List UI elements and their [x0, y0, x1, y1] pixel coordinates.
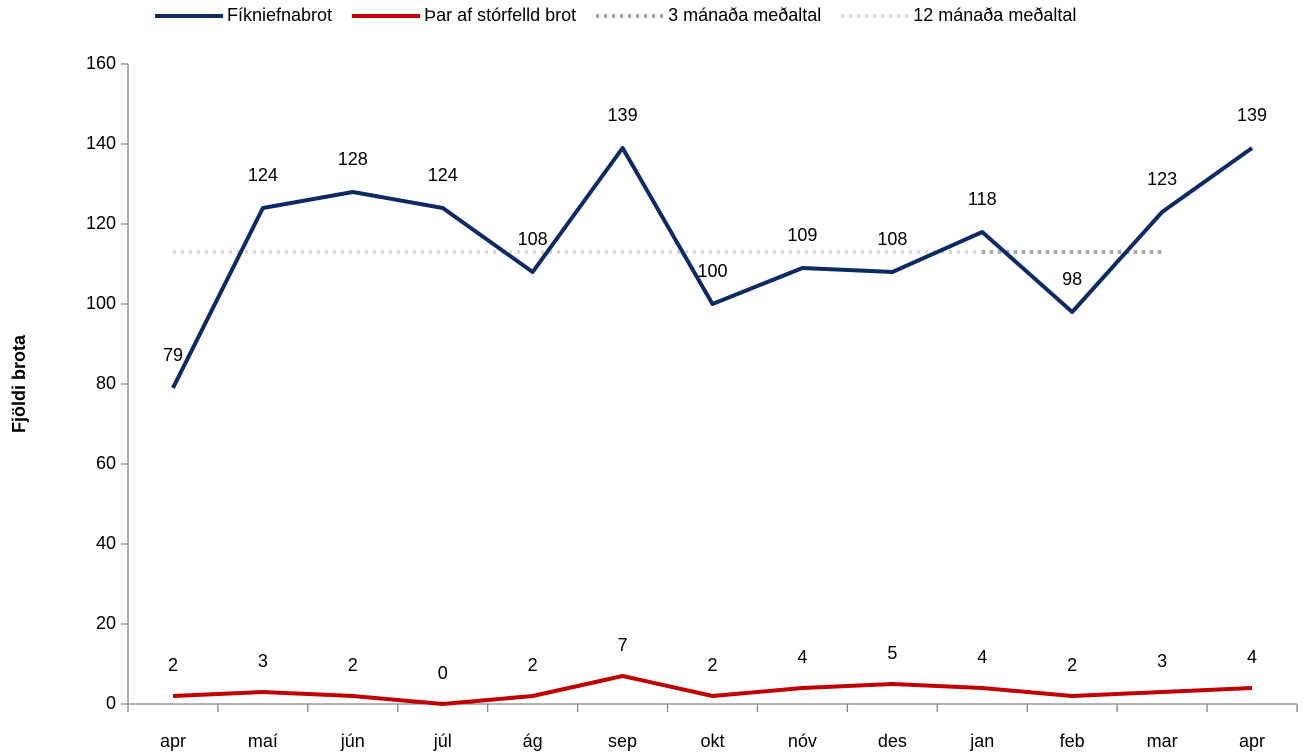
data-label: 2 — [348, 655, 358, 675]
data-label: 5 — [887, 643, 897, 663]
y-tick-label: 40 — [96, 533, 116, 553]
data-label: 2 — [528, 655, 538, 675]
data-label: 7 — [618, 635, 628, 655]
data-label: 139 — [608, 105, 638, 125]
x-tick-label: ág — [523, 731, 543, 751]
y-tick-label: 60 — [96, 453, 116, 473]
x-tick-label: des — [878, 731, 907, 751]
y-tick-label: 80 — [96, 373, 116, 393]
series-line — [171, 146, 1254, 389]
data-label: 124 — [248, 165, 278, 185]
data-label: 124 — [428, 165, 458, 185]
data-label: 4 — [797, 647, 807, 667]
x-tick-label: jan — [969, 731, 994, 751]
legend-label: 3 mánaða meðaltal — [668, 5, 821, 25]
x-tick-label: okt — [700, 731, 724, 751]
y-tick-label: 160 — [86, 53, 116, 73]
y-tick-label: 0 — [106, 693, 116, 713]
data-label: 109 — [787, 225, 817, 245]
y-tick-label: 100 — [86, 293, 116, 313]
data-label: 128 — [338, 149, 368, 169]
data-label: 4 — [1247, 647, 1257, 667]
data-label: 0 — [438, 663, 448, 683]
data-label: 139 — [1237, 105, 1267, 125]
x-tick-label: sep — [608, 731, 637, 751]
data-label: 2 — [1067, 655, 1077, 675]
y-tick-label: 140 — [86, 133, 116, 153]
x-tick-label: apr — [1239, 731, 1265, 751]
x-tick-label: jún — [340, 731, 365, 751]
y-tick-label: 20 — [96, 613, 116, 633]
data-label: 2 — [707, 655, 717, 675]
x-tick-label: nóv — [788, 731, 817, 751]
data-label: 123 — [1147, 169, 1177, 189]
data-label: 79 — [163, 345, 183, 365]
data-label: 3 — [258, 651, 268, 671]
data-label: 100 — [697, 261, 727, 281]
data-label: 108 — [877, 229, 907, 249]
x-tick-label: apr — [160, 731, 186, 751]
y-axis-label: Fjöldi brota — [9, 334, 29, 433]
legend-label: Þar af stórfelld brot — [424, 5, 576, 25]
data-label: 4 — [977, 647, 987, 667]
data-label: 118 — [968, 189, 997, 209]
legend-label: Fíkniefnabrot — [227, 5, 332, 25]
data-label: 98 — [1062, 269, 1082, 289]
data-label: 108 — [518, 229, 548, 249]
x-tick-label: maí — [248, 731, 278, 751]
y-tick-label: 120 — [86, 213, 116, 233]
x-tick-label: mar — [1147, 731, 1178, 751]
x-tick-label: feb — [1060, 731, 1085, 751]
data-label: 2 — [168, 655, 178, 675]
series-line — [172, 674, 1253, 706]
x-tick-label: júl — [433, 731, 452, 751]
data-label: 3 — [1157, 651, 1167, 671]
legend-label: 12 mánaða meðaltal — [913, 5, 1076, 25]
